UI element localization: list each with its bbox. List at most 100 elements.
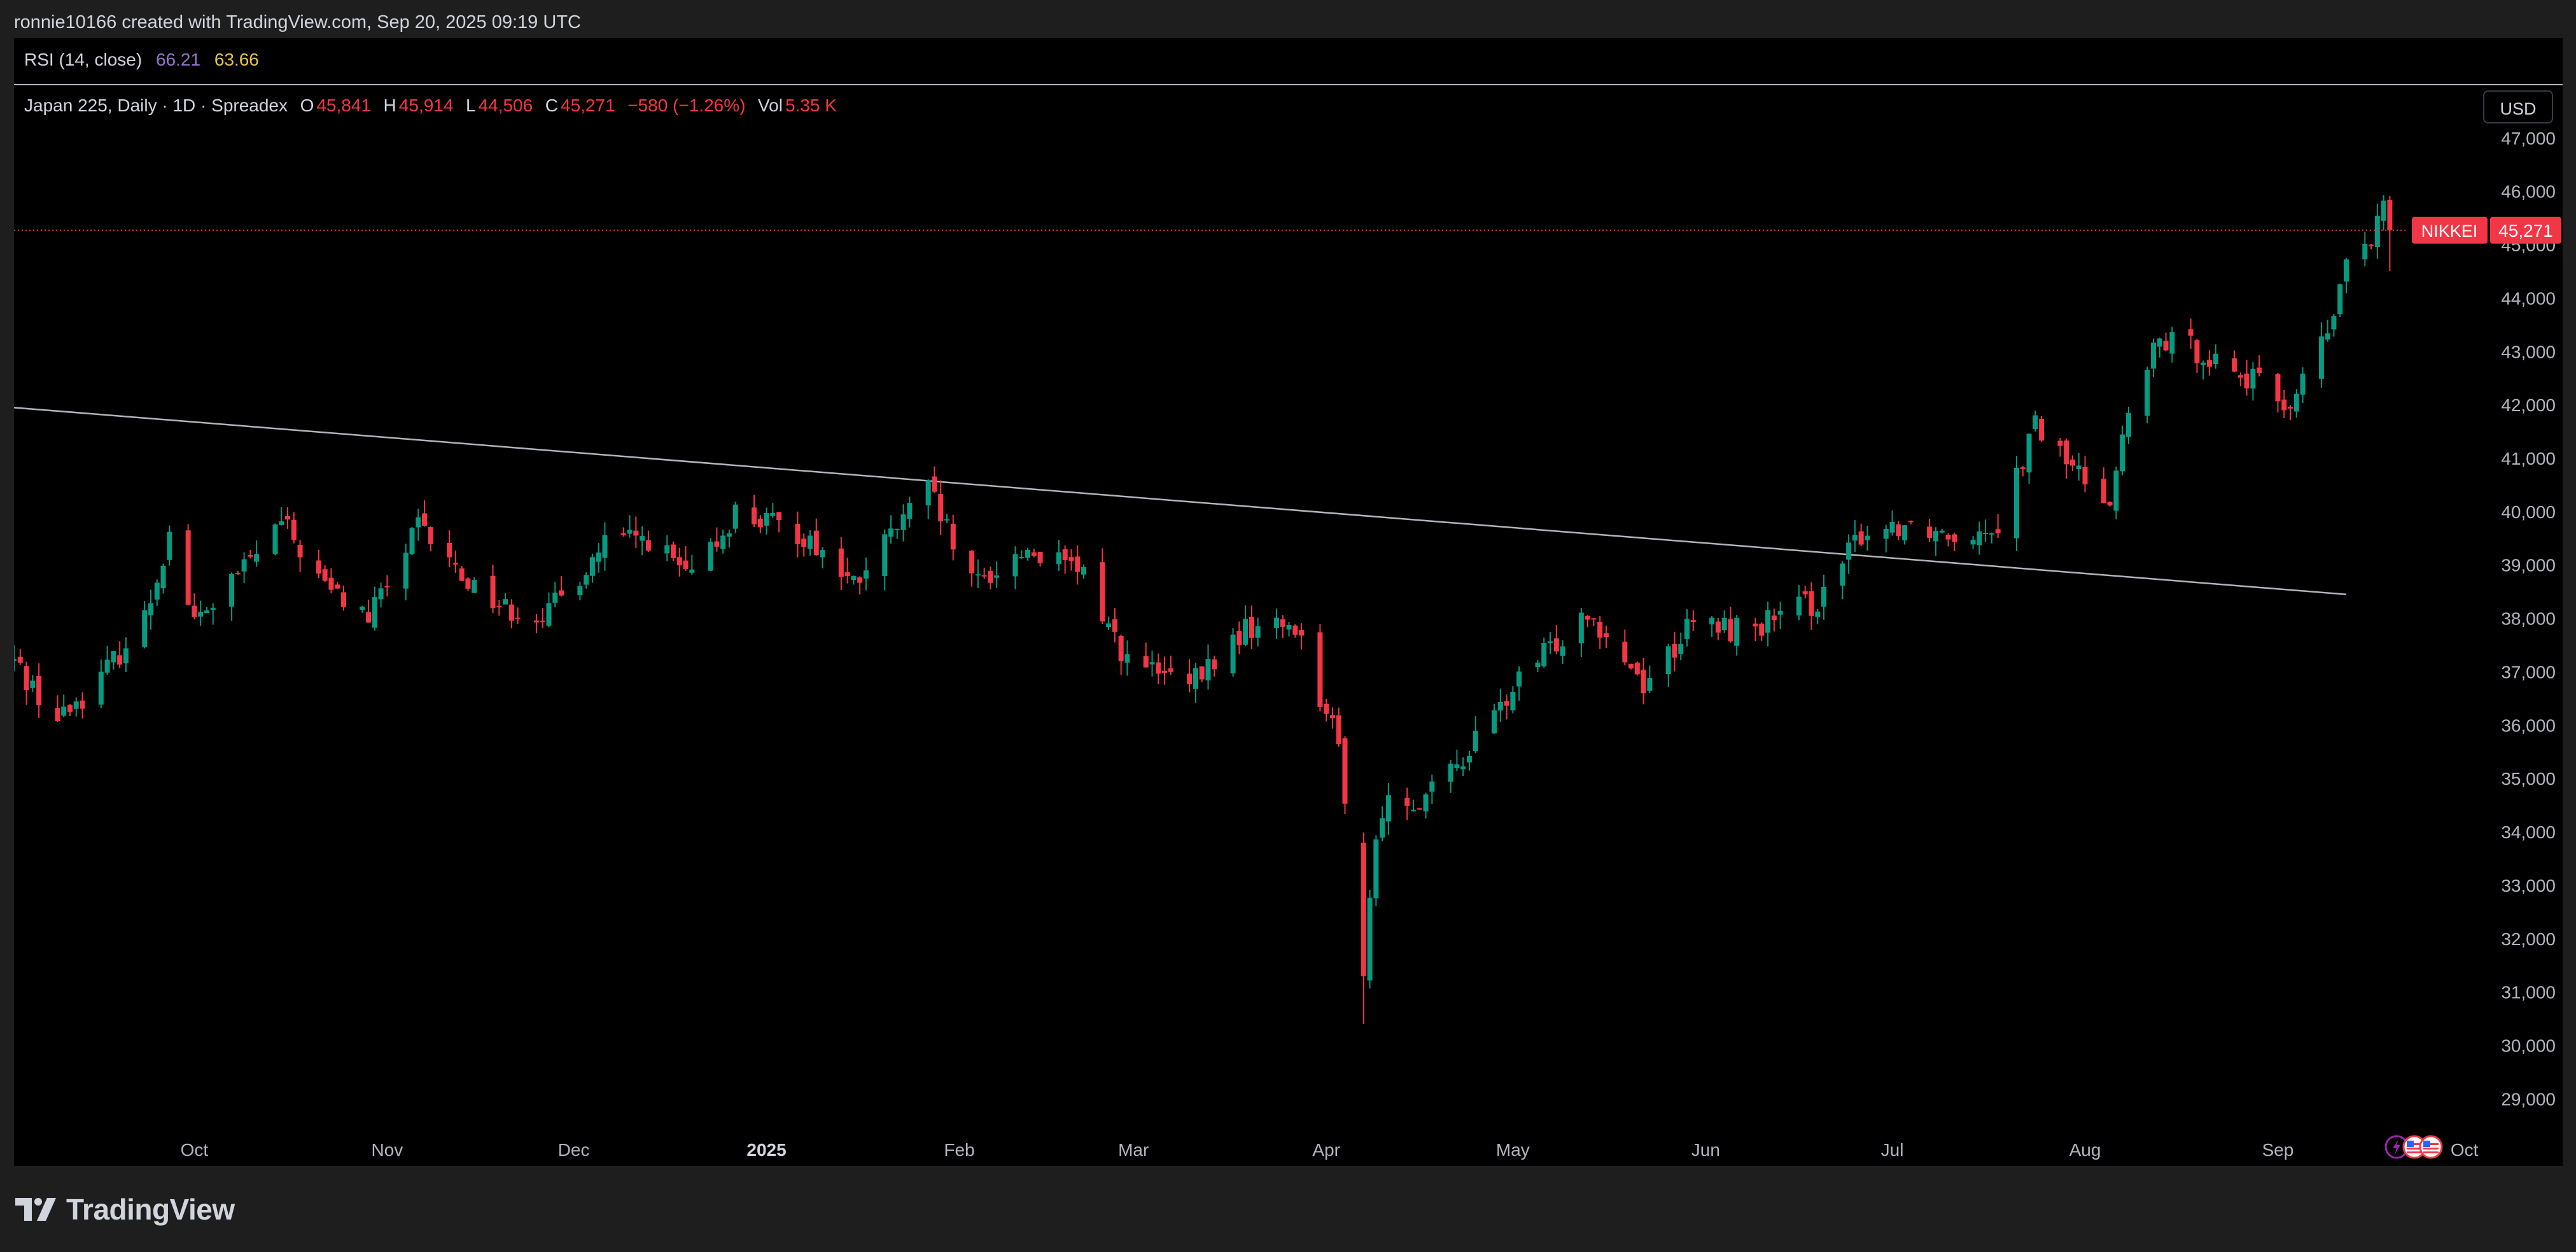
candle[interactable]	[1212, 656, 1217, 677]
candle[interactable]	[2076, 453, 2082, 481]
candle[interactable]	[496, 600, 502, 616]
candle[interactable]	[1286, 622, 1292, 637]
candle[interactable]	[863, 557, 869, 591]
candle[interactable]	[428, 526, 433, 552]
candle[interactable]	[584, 572, 589, 589]
candle[interactable]	[36, 663, 42, 718]
candle[interactable]	[229, 572, 235, 621]
candle[interactable]	[975, 559, 981, 588]
candle[interactable]	[1983, 519, 1989, 542]
candle[interactable]	[1883, 524, 1889, 552]
candle[interactable]	[2057, 438, 2063, 457]
candle[interactable]	[452, 550, 458, 573]
candle[interactable]	[416, 509, 421, 541]
candle[interactable]	[1647, 665, 1653, 694]
candle[interactable]	[1516, 666, 1522, 701]
candle[interactable]	[1361, 833, 1366, 1025]
candle[interactable]	[1417, 808, 1422, 810]
candle[interactable]	[24, 661, 29, 705]
candle[interactable]	[2369, 244, 2374, 250]
candle[interactable]	[472, 577, 477, 593]
candle[interactable]	[888, 515, 894, 544]
candle[interactable]	[2113, 466, 2119, 519]
candle[interactable]	[2362, 232, 2368, 267]
candle[interactable]	[944, 514, 949, 523]
candle[interactable]	[2275, 372, 2281, 412]
candle[interactable]	[1068, 549, 1074, 571]
candle[interactable]	[1280, 615, 1285, 638]
candle[interactable]	[1299, 623, 1305, 650]
candle[interactable]	[1840, 561, 1845, 600]
candle[interactable]	[813, 518, 819, 556]
candle[interactable]	[620, 527, 626, 537]
candle[interactable]	[752, 495, 757, 527]
candle[interactable]	[988, 566, 993, 589]
candle[interactable]	[55, 695, 60, 722]
candle[interactable]	[1205, 644, 1211, 690]
candle[interactable]	[1336, 707, 1341, 747]
candle[interactable]	[465, 577, 471, 591]
candle[interactable]	[1927, 518, 1933, 542]
candle[interactable]	[1865, 526, 1870, 551]
candle[interactable]	[1815, 608, 1821, 624]
candle[interactable]	[2337, 283, 2343, 318]
candle[interactable]	[1821, 574, 1827, 620]
candle[interactable]	[241, 552, 247, 584]
candle[interactable]	[683, 546, 689, 572]
candle[interactable]	[602, 522, 608, 571]
candle[interactable]	[676, 547, 682, 577]
candle[interactable]	[1908, 520, 1914, 524]
price-chart[interactable]: 29,000 30,000 31,000 32,000 33,000 34,000 35,0…	[14, 38, 2563, 1166]
candle[interactable]	[1765, 601, 1771, 647]
candle[interactable]	[1100, 548, 1105, 624]
candle[interactable]	[1939, 528, 1945, 534]
candle[interactable]	[1902, 524, 1908, 545]
candle[interactable]	[1721, 610, 1727, 633]
candle[interactable]	[2151, 338, 2157, 377]
candle[interactable]	[1709, 616, 1715, 637]
candle[interactable]	[1771, 608, 1777, 632]
candle[interactable]	[2026, 433, 2032, 484]
candle[interactable]	[689, 554, 695, 575]
candle[interactable]	[1846, 534, 1852, 574]
candle[interactable]	[1317, 624, 1323, 712]
candle[interactable]	[1497, 688, 1503, 722]
candle[interactable]	[708, 538, 713, 572]
candle[interactable]	[1889, 510, 1895, 536]
candle[interactable]	[503, 593, 508, 605]
candle[interactable]	[1728, 607, 1733, 643]
candle[interactable]	[1690, 610, 1696, 631]
candle[interactable]	[142, 601, 148, 649]
trend-line[interactable]	[14, 407, 2347, 596]
candle[interactable]	[117, 641, 123, 668]
candle[interactable]	[552, 581, 558, 608]
candle[interactable]	[1641, 658, 1646, 705]
candle[interactable]	[1896, 521, 1901, 540]
candle[interactable]	[490, 565, 496, 614]
candle[interactable]	[882, 529, 888, 591]
candle[interactable]	[17, 649, 23, 665]
candle[interactable]	[1143, 642, 1149, 668]
chart-panel[interactable]: RSI (14, close) 66.21 63.66 Japan 225, D…	[14, 38, 2563, 1166]
candle[interactable]	[1466, 750, 1472, 771]
candle[interactable]	[403, 544, 409, 601]
candle[interactable]	[2318, 322, 2324, 388]
candle[interactable]	[2206, 350, 2212, 376]
candle[interactable]	[372, 586, 377, 631]
candle[interactable]	[1970, 536, 1976, 549]
candle[interactable]	[2201, 360, 2206, 380]
candle[interactable]	[2213, 344, 2218, 369]
candle[interactable]	[1591, 618, 1597, 626]
candle[interactable]	[1324, 698, 1329, 722]
candle[interactable]	[2163, 332, 2169, 351]
candle[interactable]	[111, 651, 116, 670]
candle[interactable]	[1429, 774, 1435, 805]
candle[interactable]	[61, 694, 67, 718]
candle[interactable]	[2244, 360, 2250, 396]
candle[interactable]	[2157, 337, 2162, 358]
candle[interactable]	[1678, 632, 1684, 661]
candle[interactable]	[1492, 703, 1497, 734]
candle[interactable]	[1367, 889, 1373, 988]
candle[interactable]	[1504, 694, 1509, 720]
candle[interactable]	[104, 646, 110, 675]
